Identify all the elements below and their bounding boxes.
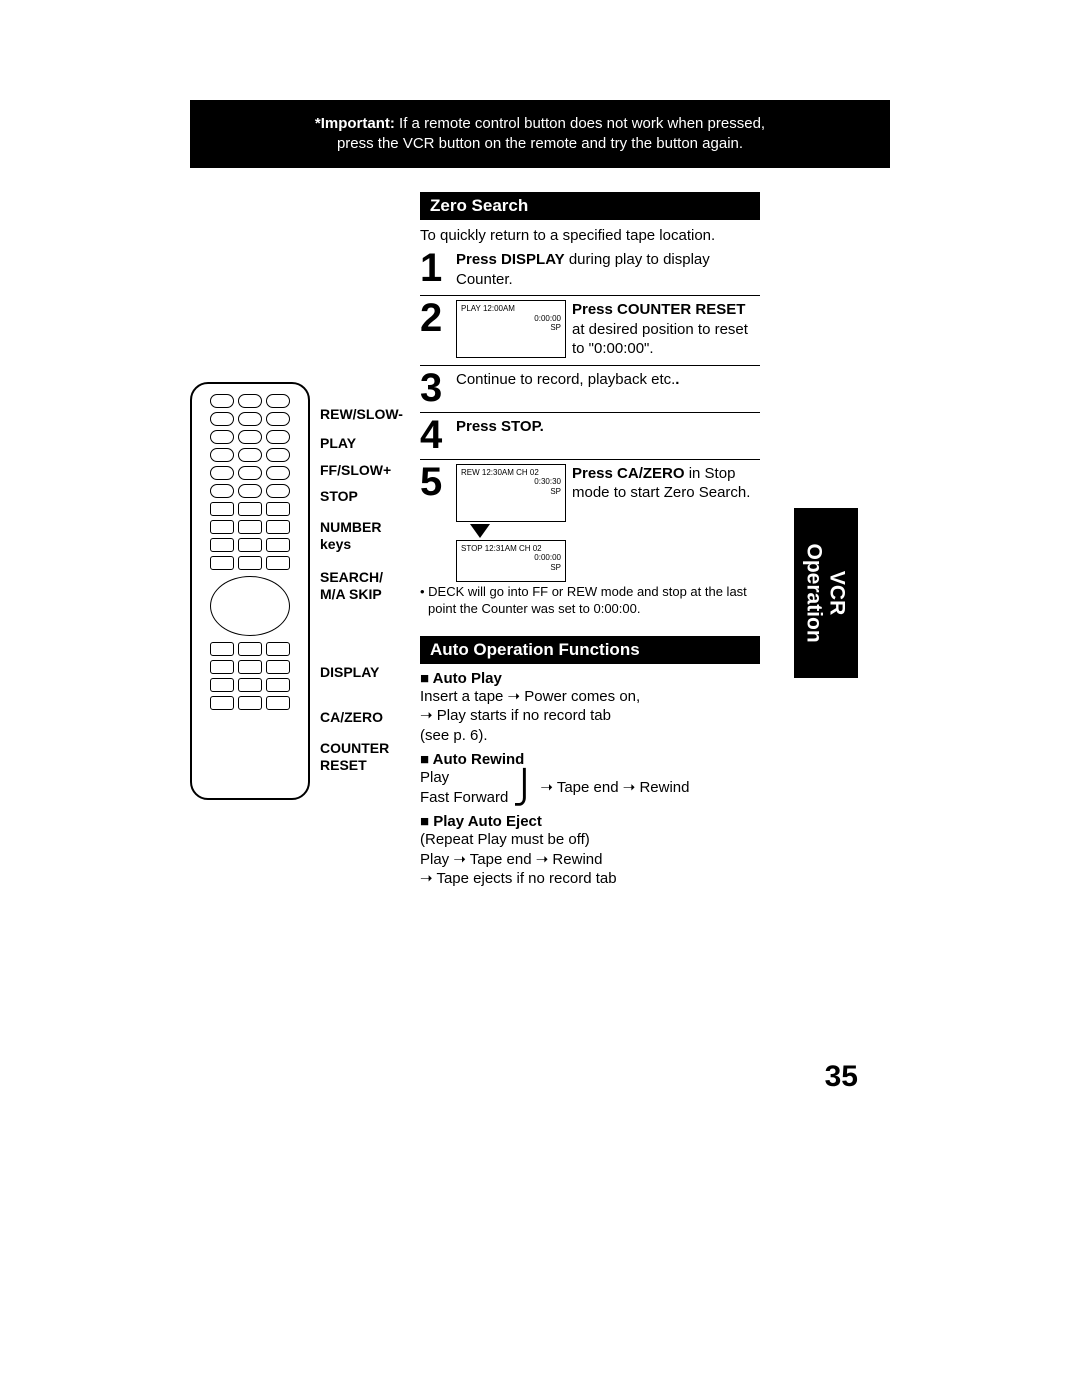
important-line-1: *Important: If a remote control button d… bbox=[315, 114, 765, 134]
step-number-3: 3 bbox=[420, 370, 450, 406]
important-line1-rest: If a remote control button does not work… bbox=[395, 115, 765, 132]
auto-rewind-head: ■ Auto Rewind bbox=[420, 751, 760, 768]
step-4-text: Press STOP. bbox=[456, 417, 760, 453]
manual-page: *Important: If a remote control button d… bbox=[0, 0, 1080, 1397]
side-tab-line2: Operation bbox=[803, 543, 826, 642]
label-rew-slow: REW/SLOW- bbox=[320, 406, 420, 423]
step-3: 3 Continue to record, playback etc.. bbox=[420, 365, 760, 406]
label-display: DISPLAY bbox=[320, 664, 420, 681]
lcd-display-2: REW 12:30AM CH 02 0:30:30 SP bbox=[456, 464, 566, 522]
auto-eject-l3: ➝ Tape ejects if no record tab bbox=[420, 869, 760, 889]
lcd-display-1: PLAY 12:00AM 0:00:00 SP bbox=[456, 300, 566, 358]
important-prefix: *Important: bbox=[315, 115, 395, 132]
step-2: 2 PLAY 12:00AM 0:00:00 SP Press COUNTER … bbox=[420, 295, 760, 359]
step-number-1: 1 bbox=[420, 250, 450, 289]
step-number-4: 4 bbox=[420, 417, 450, 453]
step-4: 4 Press STOP. bbox=[420, 412, 760, 453]
step-5-text: Press CA/ZERO in Stop mode to start Zero… bbox=[572, 464, 760, 522]
section-side-tab: VCR Operation bbox=[794, 508, 858, 678]
auto-play-l3: (see p. 6). bbox=[420, 726, 760, 746]
side-tab-line1: VCR bbox=[826, 571, 849, 615]
label-search-skip: SEARCH/M/A SKIP bbox=[320, 569, 420, 603]
auto-eject-head: ■ Play Auto Eject bbox=[420, 813, 760, 830]
page-number: 35 bbox=[825, 1060, 858, 1094]
zero-intro: To quickly return to a specified tape lo… bbox=[420, 226, 760, 246]
auto-play-l1: Insert a tape ➝ Power comes on, bbox=[420, 687, 760, 707]
label-number: NUMBERkeys bbox=[320, 519, 420, 553]
bracket-icon: ⎭ bbox=[512, 778, 536, 797]
label-counter-reset: COUNTERRESET bbox=[320, 740, 420, 774]
auto-play-head: ■ Auto Play bbox=[420, 670, 760, 687]
auto-rewind-body: Play Fast Forward ⎭ ➝ Tape end ➝ Rewind bbox=[420, 768, 760, 807]
step-5: 5 REW 12:30AM CH 02 0:30:30 SP Press CA/… bbox=[420, 459, 760, 522]
important-line-2: press the VCR button on the remote and t… bbox=[337, 134, 743, 154]
remote-illustration bbox=[190, 382, 310, 800]
auto-heading: Auto Operation Functions bbox=[420, 636, 760, 664]
step-number-2: 2 bbox=[420, 300, 450, 359]
auto-eject-l2: Play ➝ Tape end ➝ Rewind bbox=[420, 850, 760, 870]
step-3-text: Continue to record, playback etc.. bbox=[456, 370, 760, 406]
step-2-text: Press COUNTER RESET at desired position … bbox=[572, 300, 760, 359]
lcd-display-3: STOP 12:31AM CH 02 0:00:00 SP bbox=[456, 540, 566, 582]
step-1-text: Press DISPLAY during play to display Cou… bbox=[456, 250, 760, 289]
auto-section: Auto Operation Functions ■ Auto Play Ins… bbox=[420, 636, 760, 889]
auto-eject-l1: (Repeat Play must be off) bbox=[420, 830, 760, 850]
step-1: 1 Press DISPLAY during play to display C… bbox=[420, 250, 760, 289]
zero-note: • DECK will go into FF or REW mode and s… bbox=[420, 584, 760, 618]
zero-search-heading: Zero Search bbox=[420, 192, 760, 220]
remote-button-grid bbox=[202, 394, 298, 788]
side-tab-text: VCR Operation bbox=[803, 543, 849, 642]
label-ff-slow: FF/SLOW+ bbox=[320, 462, 420, 479]
important-notice-bar: *Important: If a remote control button d… bbox=[190, 100, 890, 168]
label-stop: STOP bbox=[320, 488, 420, 505]
step-number-5: 5 bbox=[420, 464, 450, 522]
remote-button-labels: REW/SLOW- PLAY FF/SLOW+ STOP NUMBERkeys … bbox=[320, 400, 420, 778]
auto-play-l2: ➝ Play starts if no record tab bbox=[420, 706, 760, 726]
label-ca-zero: CA/ZERO bbox=[320, 709, 420, 726]
arrow-down-icon bbox=[470, 524, 490, 538]
label-play: PLAY bbox=[320, 435, 420, 452]
content-column: Zero Search To quickly return to a speci… bbox=[420, 192, 760, 889]
